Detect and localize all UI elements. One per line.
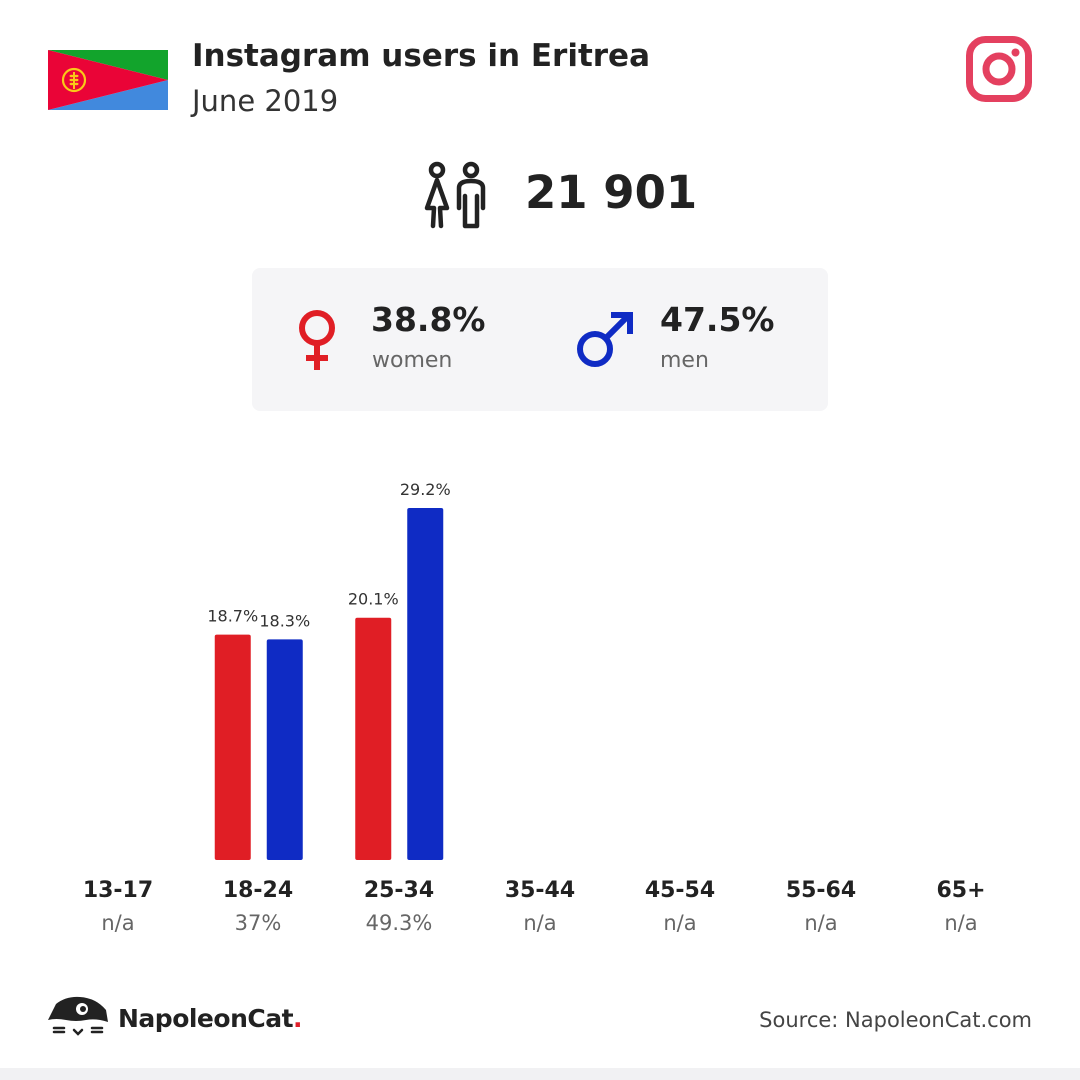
brand-dot: .: [293, 1004, 303, 1033]
instagram-icon: [966, 36, 1032, 102]
source-text: Source: NapoleonCat.com: [759, 1008, 1032, 1032]
women-percent: 38.8%: [371, 300, 486, 339]
age-group-13-17: 13-17 n/a: [48, 878, 188, 935]
age-group-share: n/a: [944, 911, 978, 935]
age-group-share: 37%: [234, 911, 282, 935]
page-title: Instagram users in Eritrea: [192, 38, 650, 74]
age-gender-bar-chart: 18.7% 18.3% 20.1% 29.2%: [207, 480, 451, 860]
age-group-label: 18-24: [222, 878, 294, 903]
bar-men-25-34: [407, 508, 444, 860]
age-group-65-plus: 65+ n/a: [891, 878, 1031, 935]
venus-icon: [299, 310, 335, 370]
bar-label-men-18-24: 18.3%: [259, 611, 310, 630]
age-group-label: 45-54: [644, 878, 716, 903]
age-group-label: 65+: [936, 878, 986, 903]
eritrea-flag-icon: [48, 50, 168, 110]
bottom-strip: [0, 1068, 1080, 1080]
bar-women-25-34: [355, 617, 392, 860]
age-group-share: n/a: [804, 911, 838, 935]
bar-women-18-24: [214, 634, 251, 860]
age-group-35-44: 35-44 n/a: [470, 878, 610, 935]
bar-label-men-25-34: 29.2%: [400, 480, 451, 499]
age-group-25-34: 25-34 49.3%: [329, 878, 469, 935]
bar-men-18-24: [266, 639, 303, 860]
total-users: 21 901: [525, 166, 698, 219]
brand-name: NapoleonCat.: [118, 1004, 303, 1033]
age-group-share: n/a: [523, 911, 557, 935]
age-group-label: 35-44: [504, 878, 576, 903]
age-group-label: 55-64: [785, 878, 857, 903]
age-group-label: 13-17: [82, 878, 154, 903]
bar-label-women-18-24: 18.7%: [207, 607, 258, 626]
brand-name-text: NapoleonCat: [118, 1004, 294, 1033]
men-percent: 47.5%: [660, 300, 775, 339]
men-label: men: [660, 348, 709, 373]
bar-label-women-25-34: 20.1%: [348, 590, 399, 609]
napoleoncat-logo-icon: [48, 996, 108, 1036]
gender-card: [252, 268, 828, 411]
age-group-45-54: 45-54 n/a: [610, 878, 750, 935]
age-group-share: n/a: [663, 911, 697, 935]
users-icon: [424, 161, 486, 229]
age-group-share: 49.3%: [365, 911, 433, 935]
mars-icon: [577, 312, 633, 367]
age-group-18-24: 18-24 37%: [188, 878, 328, 935]
women-label: women: [372, 348, 453, 373]
age-group-55-64: 55-64 n/a: [751, 878, 891, 935]
page-subtitle: June 2019: [192, 84, 339, 118]
age-group-label: 25-34: [363, 878, 435, 903]
age-group-share: n/a: [101, 911, 135, 935]
